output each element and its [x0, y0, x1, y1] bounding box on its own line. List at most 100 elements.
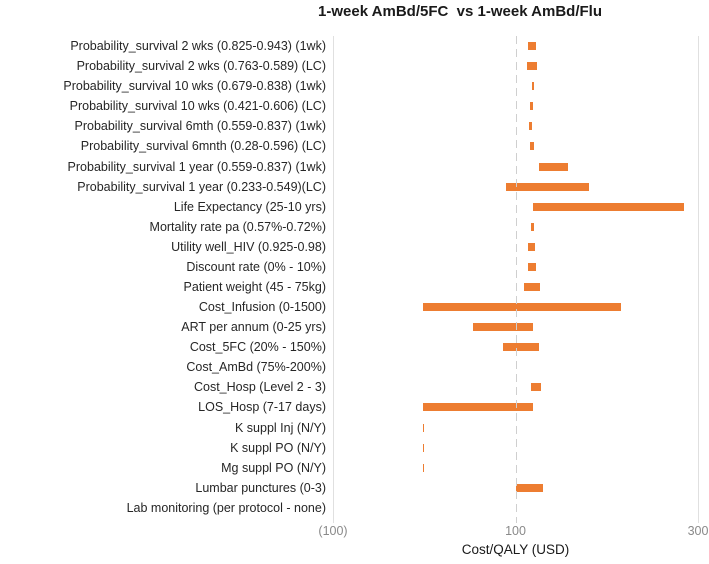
chart-row: LOS_Hosp (7-17 days) [0, 397, 698, 417]
tornado-bar[interactable] [523, 282, 541, 291]
category-label: Lab monitoring (per protocol - none) [126, 500, 326, 515]
category-label: Discount rate (0% - 10%) [186, 259, 326, 274]
category-label: Probability_survival 6mnth (0.28-0.596) … [80, 139, 326, 154]
chart-row: Cost_Infusion (0-1500) [0, 297, 698, 317]
x-tick-label: 100 [505, 524, 526, 538]
bar-track [333, 237, 698, 257]
category-label: Cost_Infusion (0-1500) [198, 300, 326, 315]
tornado-bar[interactable] [527, 62, 538, 71]
chart-row: Mg suppl PO (N/Y) [0, 458, 698, 478]
tornado-bar[interactable] [502, 343, 540, 352]
category-label: Probability_survival 1 year (0.233-0.549… [77, 179, 326, 194]
category-label: Life Expectancy (25-10 yrs) [173, 199, 326, 214]
bar-track [333, 156, 698, 176]
category-label: Mortality rate pa (0.57%-0.72%) [149, 219, 326, 234]
tornado-bar[interactable] [529, 122, 532, 131]
tornado-bar[interactable] [423, 423, 425, 432]
chart-row: Discount rate (0% - 10%) [0, 257, 698, 277]
tornado-bar[interactable] [531, 222, 534, 231]
category-label: Cost_Hosp (Level 2 - 3) [193, 380, 326, 395]
category-label: K suppl Inj (N/Y) [234, 420, 326, 435]
tornado-bar[interactable] [530, 102, 533, 111]
tornado-bar[interactable] [531, 82, 534, 91]
chart-row: Lab monitoring (per protocol - none) [0, 498, 698, 518]
bar-track [333, 116, 698, 136]
category-label: Cost_5FC (20% - 150%) [189, 340, 326, 355]
category-label: ART per annum (0-25 yrs) [181, 320, 326, 335]
tornado-bar[interactable] [506, 182, 590, 191]
bar-track [333, 257, 698, 277]
bar-track [333, 76, 698, 96]
chart-row: Cost_5FC (20% - 150%) [0, 337, 698, 357]
bar-track [333, 417, 698, 437]
chart-row: Patient weight (45 - 75kg) [0, 277, 698, 297]
bar-track [333, 96, 698, 116]
tornado-bar[interactable] [528, 262, 536, 271]
bar-track [333, 36, 698, 56]
tornado-bar[interactable] [423, 443, 425, 452]
chart-row: Mortality rate pa (0.57%-0.72%) [0, 217, 698, 237]
bar-track [333, 177, 698, 197]
bar-track [333, 397, 698, 417]
bar-track [333, 337, 698, 357]
category-label: Cost_AmBd (75%-200%) [186, 360, 326, 375]
bar-track [333, 197, 698, 217]
category-label: Mg suppl PO (N/Y) [221, 460, 326, 475]
category-label: Patient weight (45 - 75kg) [183, 279, 326, 294]
tornado-bar[interactable] [528, 242, 535, 251]
category-label: Probability_survival 10 wks (0.421-0.606… [69, 99, 326, 114]
rows: Probability_survival 2 wks (0.825-0.943)… [0, 36, 698, 518]
x-tick-label: (100) [318, 524, 348, 538]
chart-row: Probability_survival 2 wks (0.763-0.589)… [0, 56, 698, 76]
chart-row: Probability_survival 1 year (0.233-0.549… [0, 177, 698, 197]
bar-track [333, 458, 698, 478]
category-label: LOS_Hosp (7-17 days) [198, 400, 326, 415]
category-label: Probability_survival 6mth (0.559-0.837) … [74, 119, 327, 134]
chart-row: Probability_survival 2 wks (0.825-0.943)… [0, 36, 698, 56]
x-ticks: (100) 100 300 [318, 524, 708, 540]
chart-row: Life Expectancy (25-10 yrs) [0, 197, 698, 217]
bar-track [333, 56, 698, 76]
bar-track [333, 357, 698, 377]
bar-track [333, 277, 698, 297]
category-label: Probability_survival 1 year (0.559-0.837… [67, 159, 326, 174]
bar-track [333, 377, 698, 397]
chart-row: Probability_survival 10 wks (0.679-0.838… [0, 76, 698, 96]
category-label: Probability_survival 10 wks (0.679-0.838… [63, 79, 326, 94]
tornado-bar[interactable] [528, 42, 536, 51]
tornado-bar[interactable] [423, 463, 425, 472]
category-label: Lumbar punctures (0-3) [195, 480, 326, 495]
tornado-bar[interactable] [423, 403, 533, 412]
x-tick-label: 300 [687, 524, 709, 538]
bar-track [333, 498, 698, 518]
tornado-bar[interactable] [531, 383, 542, 392]
chart-row: Lumbar punctures (0-3) [0, 478, 698, 498]
tornado-bar[interactable] [472, 323, 533, 332]
chart-row: Probability_survival 6mth (0.559-0.837) … [0, 116, 698, 136]
bar-track [333, 478, 698, 498]
tornado-bar[interactable] [530, 142, 534, 151]
bar-track [333, 217, 698, 237]
tornado-bar[interactable] [423, 303, 622, 312]
bar-track [333, 136, 698, 156]
tornado-bar[interactable] [532, 202, 685, 211]
category-label: Probability_survival 2 wks (0.825-0.943)… [70, 39, 326, 54]
chart-row: Utility well_HIV (0.925-0.98) [0, 237, 698, 257]
tornado-bar[interactable] [539, 162, 568, 171]
bar-track [333, 438, 698, 458]
bar-track [333, 317, 698, 337]
chart-title: 1-week AmBd/5FC vs 1-week AmBd/Flu [318, 3, 602, 20]
category-label: Probability_survival 2 wks (0.763-0.589)… [76, 59, 326, 74]
axis-border-line [698, 36, 699, 523]
chart-row: K suppl Inj (N/Y) [0, 417, 698, 437]
tornado-bar[interactable] [515, 483, 543, 492]
chart-row: ART per annum (0-25 yrs) [0, 317, 698, 337]
chart-row: K suppl PO (N/Y) [0, 438, 698, 458]
chart-row: Cost_Hosp (Level 2 - 3) [0, 377, 698, 397]
chart-row: Probability_survival 6mnth (0.28-0.596) … [0, 136, 698, 156]
chart-row: Probability_survival 10 wks (0.421-0.606… [0, 96, 698, 116]
category-label: K suppl PO (N/Y) [230, 440, 326, 455]
category-label: Utility well_HIV (0.925-0.98) [171, 239, 326, 254]
chart-row: Probability_survival 1 year (0.559-0.837… [0, 156, 698, 176]
